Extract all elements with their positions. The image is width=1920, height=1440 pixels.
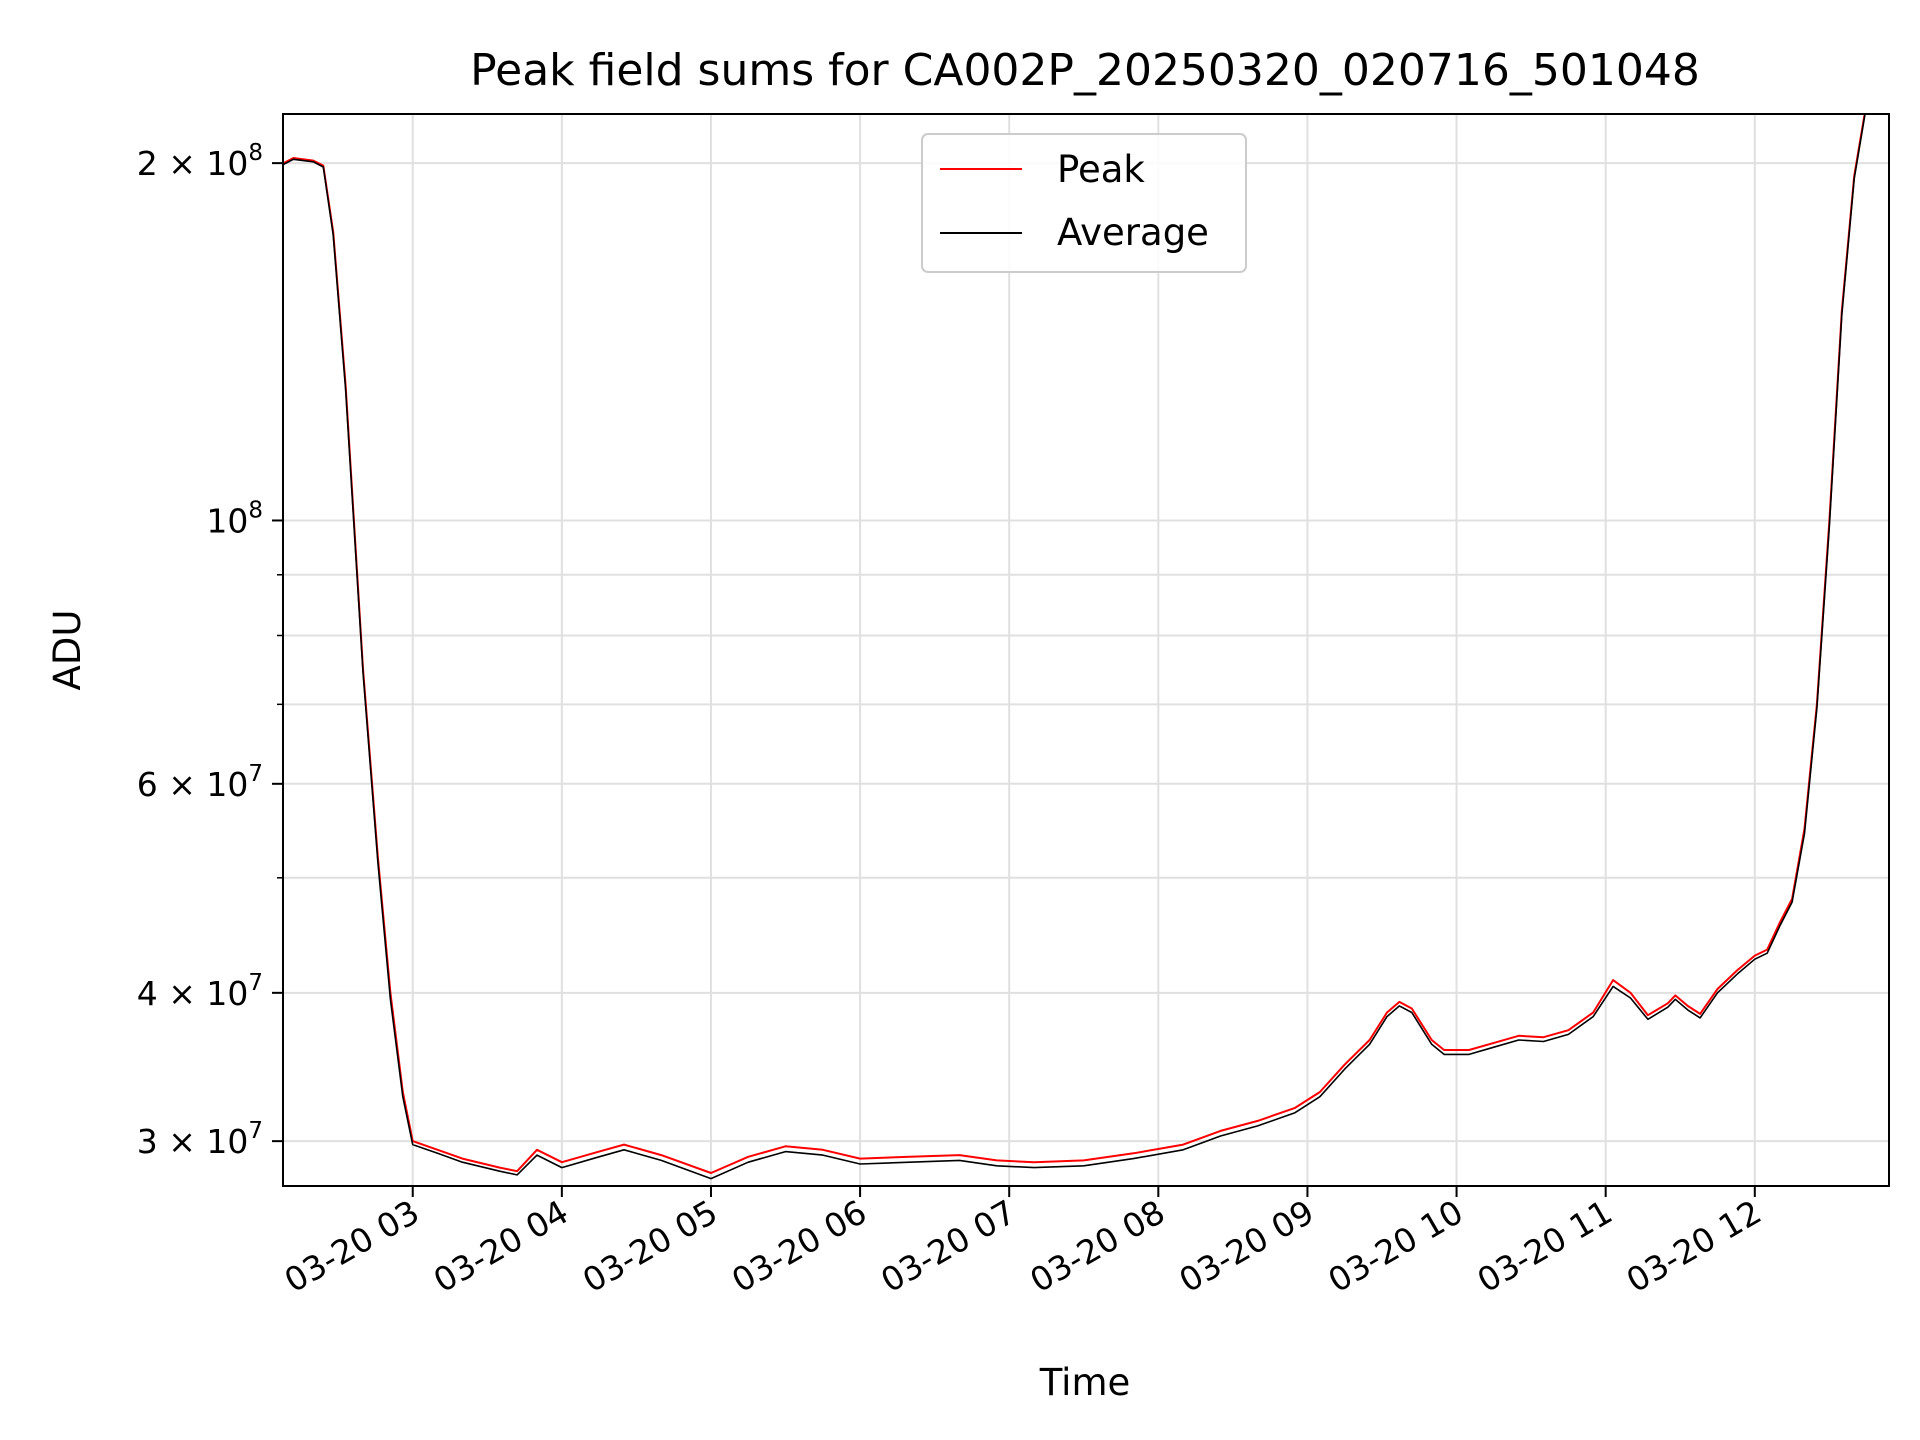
y-axis: 3 × 107 4 × 107 6 × 107 108 2 × 108 xyxy=(137,140,283,1161)
x-axis-label: Time xyxy=(1039,1361,1131,1404)
series-layer xyxy=(283,114,1866,1180)
legend: Peak Average xyxy=(921,133,1247,273)
y-tick-label: 4 × 107 xyxy=(137,970,263,1013)
legend-label-average: Average xyxy=(1057,211,1209,254)
y-axis-label: ADU xyxy=(46,610,89,691)
y-tick-label: 2 × 108 xyxy=(137,140,263,183)
y-tick-label: 108 xyxy=(206,497,263,540)
plot-frame xyxy=(282,113,1890,1187)
series-line-peak xyxy=(283,114,1866,1174)
y-tick-label: 6 × 107 xyxy=(137,761,263,804)
y-tick-label: 3 × 107 xyxy=(137,1118,263,1161)
series-line-average xyxy=(283,114,1866,1180)
legend-label-peak: Peak xyxy=(1057,148,1145,191)
chart-title: Peak field sums for CA002P_20250320_0207… xyxy=(470,45,1700,96)
